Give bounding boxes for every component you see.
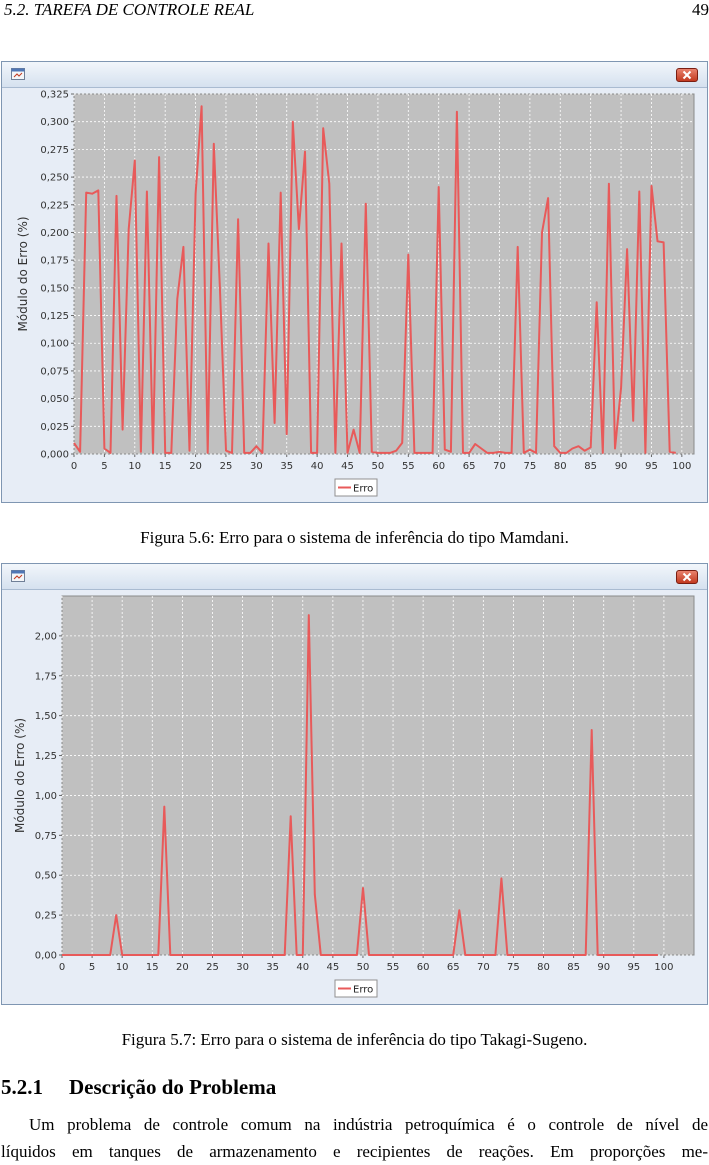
plot-area bbox=[61, 595, 695, 956]
y-tick-label: 2,00 bbox=[35, 631, 57, 642]
x-tick-label: 75 bbox=[507, 962, 520, 973]
y-axis-label: Módulo do Erro (%) bbox=[13, 718, 27, 833]
x-tick-label: 5 bbox=[89, 962, 95, 973]
y-tick-label: 0,225 bbox=[40, 200, 69, 211]
x-tick-label: 35 bbox=[266, 962, 279, 973]
x-tick-label: 35 bbox=[280, 461, 293, 472]
x-tick-label: 70 bbox=[477, 962, 490, 973]
close-icon bbox=[682, 572, 692, 582]
x-tick-label: 60 bbox=[432, 461, 445, 472]
chart-window-takagi-sugeno: 0 5 10 15 20 25 30 35 40 45 50 55 60 65 70 75 80 85 90 95 10… bbox=[1, 563, 708, 1005]
x-tick-label: 40 bbox=[311, 461, 324, 472]
legend-label-erro: Erro bbox=[353, 484, 373, 495]
x-tick-label: 15 bbox=[146, 962, 159, 973]
body-paragraph: Um problema de controle comum na indústr… bbox=[1, 1111, 708, 1165]
x-tick-label: 95 bbox=[645, 461, 658, 472]
y-tick-label: 0,25 bbox=[35, 911, 57, 922]
y-tick-label: 0,075 bbox=[40, 366, 69, 377]
section-number: 5.2.1 bbox=[1, 1075, 43, 1099]
x-tick-label: 50 bbox=[357, 962, 370, 973]
running-header-section: 5.2. TAREFA DE CONTROLE REAL bbox=[4, 0, 255, 19]
paragraph-line: Um problema de controle comum na indústr… bbox=[29, 1115, 708, 1134]
x-tick-label: 5 bbox=[101, 461, 107, 472]
close-icon bbox=[682, 70, 692, 80]
x-tick-label: 25 bbox=[206, 962, 219, 973]
x-tick-label: 60 bbox=[417, 962, 430, 973]
x-tick-label: 100 bbox=[654, 962, 673, 973]
x-tick-label: 65 bbox=[463, 461, 476, 472]
x-tick-label: 65 bbox=[447, 962, 460, 973]
y-tick-label: 0,175 bbox=[40, 256, 69, 267]
x-tick-label: 75 bbox=[524, 461, 537, 472]
y-tick-label: 0,00 bbox=[35, 951, 57, 962]
running-header: 5.2. TAREFA DE CONTROLE REAL 49 bbox=[0, 0, 709, 22]
legend-box bbox=[334, 478, 378, 497]
chart-mamdani: 0 5 10 15 20 25 30 35 40 45 50 55 60 65 70 75 80 85 90 95 10… bbox=[16, 90, 695, 497]
chart-takagi-sugeno: 0 5 10 15 20 25 30 35 40 45 50 55 60 65 70 75 80 85 90 95 10… bbox=[13, 595, 695, 998]
y-tick-label: 0,250 bbox=[40, 173, 69, 184]
x-tick-label: 55 bbox=[402, 461, 415, 472]
y-tick-label: 1,75 bbox=[35, 671, 57, 682]
x-tick-label: 55 bbox=[387, 962, 400, 973]
x-tick-label: 30 bbox=[236, 962, 249, 973]
x-tick-label: 40 bbox=[296, 962, 309, 973]
x-tick-label: 50 bbox=[372, 461, 385, 472]
x-tick-label: 10 bbox=[128, 461, 141, 472]
x-tick-label: 45 bbox=[326, 962, 339, 973]
y-tick-label: 0,325 bbox=[40, 90, 69, 101]
x-tick-label: 80 bbox=[537, 962, 550, 973]
x-tick-label: 15 bbox=[159, 461, 172, 472]
y-tick-label: 0,100 bbox=[40, 339, 69, 350]
figure-caption-takagi-sugeno: Figura 5.7: Erro para o sistema de infer… bbox=[121, 1030, 588, 1049]
x-tick-label: 85 bbox=[567, 962, 580, 973]
java-app-icon[interactable] bbox=[11, 68, 25, 80]
y-axis-label: Módulo do Erro (%) bbox=[16, 216, 30, 331]
series-line-erro bbox=[62, 614, 658, 956]
x-tick-label: 90 bbox=[597, 962, 610, 973]
paragraph-line: líquidos em tanques de armazenamento e r… bbox=[1, 1142, 708, 1161]
x-tick-label: 0 bbox=[59, 962, 65, 973]
x-tick-label: 20 bbox=[176, 962, 189, 973]
figure-caption-mamdani: Figura 5.6: Erro para o sistema de infer… bbox=[140, 528, 569, 547]
section-heading: 5.2.1 Descrição do Problema bbox=[1, 1075, 276, 1100]
y-tick-label: 0,150 bbox=[40, 283, 69, 294]
legend-label-erro: Erro bbox=[353, 985, 373, 996]
x-tick-label: 10 bbox=[116, 962, 129, 973]
x-tick-label: 45 bbox=[341, 461, 354, 472]
y-tick-label: 0,300 bbox=[40, 117, 69, 128]
y-tick-label: 0,125 bbox=[40, 311, 69, 322]
chart-window-mamdani: 0 5 10 15 20 25 30 35 40 45 50 55 60 65 70 75 80 85 90 95 10… bbox=[1, 61, 708, 503]
x-tick-label: 90 bbox=[615, 461, 628, 472]
y-tick-label: 1,00 bbox=[35, 791, 57, 802]
window-title-bar[interactable] bbox=[2, 564, 707, 590]
window-title-bar[interactable] bbox=[2, 62, 707, 88]
java-app-icon[interactable] bbox=[11, 570, 25, 582]
y-tick-label: 1,25 bbox=[35, 751, 57, 762]
close-button[interactable] bbox=[676, 68, 698, 82]
x-tick-label: 95 bbox=[627, 962, 640, 973]
y-tick-label: 0,50 bbox=[35, 871, 57, 882]
page-number: 49 bbox=[692, 0, 709, 19]
x-tick-label: 20 bbox=[189, 461, 202, 472]
series-line-erro bbox=[73, 105, 676, 454]
x-tick-label: 70 bbox=[493, 461, 506, 472]
close-button[interactable] bbox=[676, 570, 698, 584]
x-tick-label: 85 bbox=[584, 461, 597, 472]
y-tick-label: 1,50 bbox=[35, 711, 57, 722]
x-tick-label: 80 bbox=[554, 461, 567, 472]
y-tick-label: 0,000 bbox=[40, 450, 69, 461]
x-tick-label: 0 bbox=[71, 461, 77, 472]
section-title: Descrição do Problema bbox=[69, 1075, 277, 1099]
x-tick-label: 30 bbox=[250, 461, 263, 472]
x-tick-label: 100 bbox=[672, 461, 691, 472]
legend-box bbox=[334, 979, 378, 998]
y-tick-label: 0,275 bbox=[40, 145, 69, 156]
y-tick-label: 0,025 bbox=[40, 422, 69, 433]
y-tick-label: 0,200 bbox=[40, 228, 69, 239]
y-tick-label: 0,75 bbox=[35, 831, 57, 842]
x-tick-label: 25 bbox=[220, 461, 233, 472]
y-tick-label: 0,050 bbox=[40, 394, 69, 405]
